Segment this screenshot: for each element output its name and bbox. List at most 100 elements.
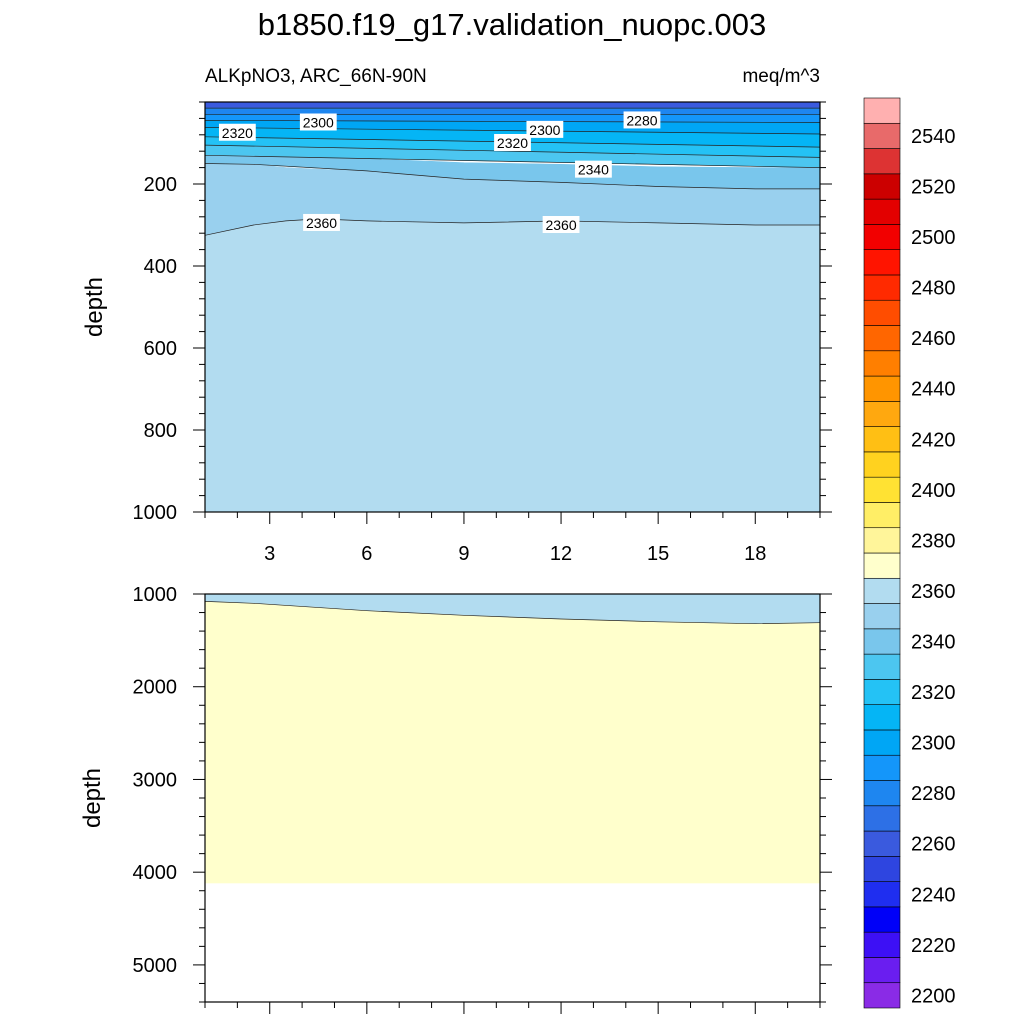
x-tick-label: 3 bbox=[264, 543, 275, 565]
colorbar-swatch bbox=[863, 780, 901, 807]
x-tick-label: 12 bbox=[550, 543, 572, 565]
colorbar-swatch bbox=[863, 729, 901, 756]
colorbar-label: 2360 bbox=[911, 581, 956, 603]
colorbar-swatch bbox=[863, 552, 901, 579]
lower-axes: 1000 2000 3000 4000 5000 bbox=[133, 584, 832, 1014]
lower-y-axis-label: depth bbox=[79, 768, 106, 828]
contour-label: 2320 bbox=[222, 125, 253, 141]
contour-label: 2340 bbox=[578, 162, 609, 178]
contour-label-box bbox=[575, 160, 612, 178]
contour-label-box bbox=[303, 213, 340, 231]
contour-label-box bbox=[299, 113, 337, 131]
upper-contour-fills bbox=[204, 101, 821, 513]
upper-y-axis-label: depth bbox=[81, 277, 108, 337]
colorbar-swatch bbox=[863, 476, 901, 503]
x-tick-label: 18 bbox=[744, 543, 766, 565]
colorbar-label: 2260 bbox=[911, 834, 956, 856]
colorbar-label: 2280 bbox=[911, 783, 956, 805]
colorbar-swatch bbox=[863, 173, 901, 200]
colorbar-swatch bbox=[863, 577, 901, 604]
chart-title: b1850.f19_g17.validation_nuopc.003 bbox=[258, 7, 767, 42]
colorbar-swatch bbox=[863, 527, 901, 554]
contour-line bbox=[204, 154, 821, 168]
colorbar-swatch bbox=[863, 754, 901, 781]
contour-label-box bbox=[494, 134, 531, 151]
colorbar-swatch bbox=[863, 97, 901, 124]
colorbar-swatch bbox=[863, 122, 901, 149]
contour-fill-2370 bbox=[204, 601, 821, 884]
contour-line bbox=[204, 163, 820, 190]
colorbar-swatch bbox=[863, 426, 901, 453]
colorbar-swatch bbox=[863, 325, 901, 352]
lower-contour-lines bbox=[204, 601, 821, 625]
colorbar-swatch bbox=[863, 906, 901, 933]
colorbar-swatch bbox=[863, 830, 901, 857]
colorbar: 2200 2220 2240 2260 2280 2300 2320 2340 2360 2380… bbox=[863, 97, 956, 1009]
colorbar-label: 2380 bbox=[911, 530, 956, 552]
contour-label: 2320 bbox=[497, 135, 528, 151]
y-tick-label: 1000 bbox=[133, 502, 178, 524]
no-data-region bbox=[205, 883, 820, 1002]
colorbar-label: 2520 bbox=[911, 176, 956, 198]
colorbar-swatch bbox=[863, 679, 901, 705]
contour-label: 2300 bbox=[529, 122, 560, 138]
colorbar-swatch bbox=[863, 881, 901, 908]
contour-fill-2360 bbox=[204, 218, 821, 513]
colorbar-swatch bbox=[863, 224, 901, 250]
colorbar-label: 2400 bbox=[911, 480, 956, 502]
contour-fill-2280 bbox=[204, 107, 821, 115]
lower-depth-panel: 1000 2000 3000 4000 5000 depth bbox=[79, 584, 832, 1014]
y-tick-label: 3000 bbox=[133, 769, 178, 791]
colorbar-swatch bbox=[863, 350, 901, 377]
y-tick-label: 2000 bbox=[133, 677, 178, 699]
colorbar-swatch bbox=[863, 375, 901, 402]
colorbar-swatch bbox=[863, 957, 901, 984]
y-tick-label: 800 bbox=[144, 420, 177, 442]
colorbar-swatch bbox=[863, 628, 901, 655]
colorbar-swatch bbox=[863, 274, 901, 301]
colorbar-swatch bbox=[863, 401, 901, 427]
contour-label-box bbox=[526, 120, 564, 138]
colorbar-swatch bbox=[863, 249, 901, 276]
colorbar-swatch bbox=[863, 931, 901, 958]
chart-subtitle-left: ALKpNO3, ARC_66N-90N bbox=[205, 66, 427, 87]
contour-label: 2280 bbox=[626, 112, 657, 128]
contour-label: 2300 bbox=[303, 115, 334, 131]
colorbar-swatch bbox=[863, 451, 901, 478]
colorbar-label: 2340 bbox=[911, 631, 956, 653]
contour-line bbox=[204, 601, 821, 625]
x-tick-label: 6 bbox=[361, 543, 372, 565]
colorbar-swatch bbox=[863, 603, 901, 630]
y-tick-label: 200 bbox=[144, 174, 177, 196]
x-tick-label: 15 bbox=[647, 543, 669, 565]
contour-label-box bbox=[623, 111, 661, 129]
colorbar-label: 2320 bbox=[911, 682, 956, 704]
contour-label: 2360 bbox=[545, 217, 576, 233]
contour-label-box bbox=[218, 123, 256, 141]
colorbar-label: 2420 bbox=[911, 429, 956, 451]
contour-line bbox=[204, 218, 820, 236]
colorbar-label: 2460 bbox=[911, 328, 956, 350]
colorbar-label: 2220 bbox=[911, 935, 956, 957]
contour-fill-2260 bbox=[204, 101, 821, 109]
contour-line bbox=[204, 144, 821, 158]
colorbar-swatch bbox=[863, 502, 901, 529]
colorbar-label: 2540 bbox=[911, 126, 956, 148]
colorbar-swatch bbox=[863, 982, 901, 1009]
upper-axes: 200 400 600 800 1000 3 6 9 12 15 18 bbox=[133, 101, 832, 565]
contour-label-box bbox=[542, 216, 580, 233]
colorbar-swatch bbox=[863, 704, 901, 731]
y-tick-label: 4000 bbox=[133, 862, 178, 884]
y-tick-label: 1000 bbox=[133, 584, 178, 606]
colorbar-label: 2240 bbox=[911, 884, 956, 906]
x-tick-label: 9 bbox=[458, 543, 469, 565]
colorbar-swatch bbox=[863, 856, 901, 882]
y-tick-label: 400 bbox=[144, 256, 177, 278]
colorbar-swatch bbox=[863, 805, 901, 832]
colorbar-label: 2440 bbox=[911, 379, 956, 401]
colorbar-swatch bbox=[863, 148, 901, 175]
colorbar-label: 2300 bbox=[911, 733, 956, 755]
